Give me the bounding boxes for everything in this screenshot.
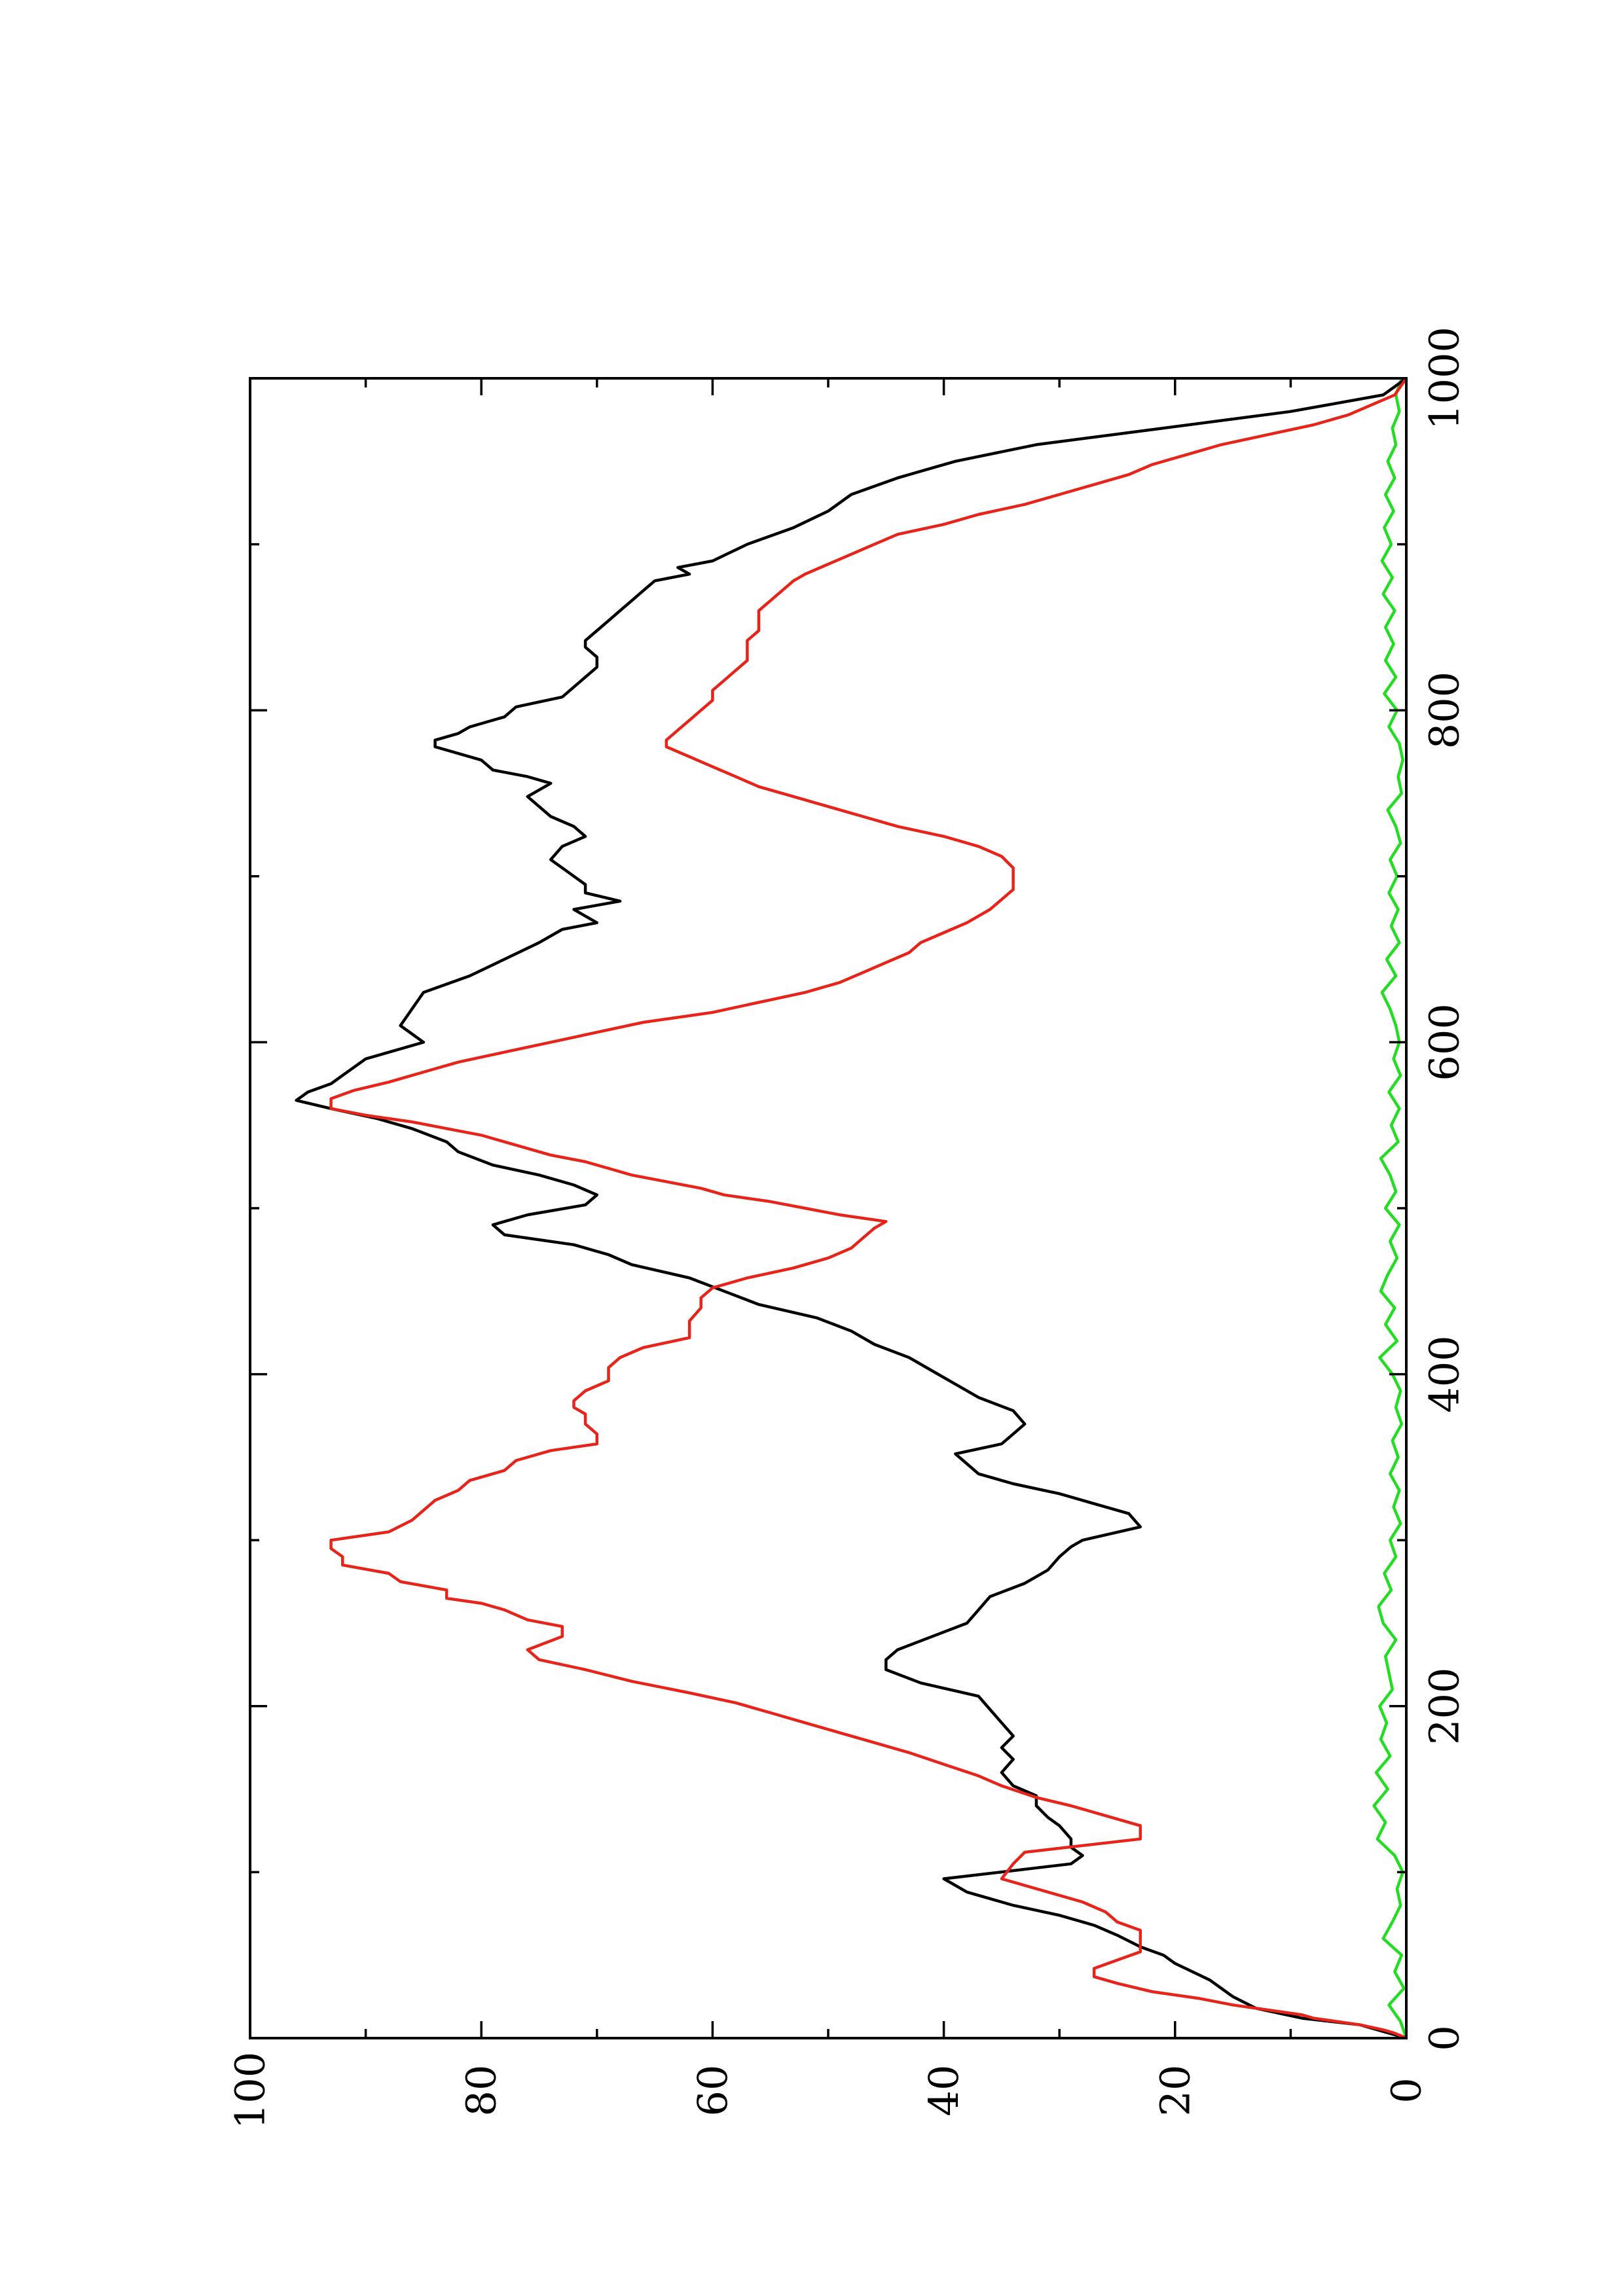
plot-frame	[249, 377, 1408, 2039]
x-tick-label: 1000	[1421, 327, 1468, 430]
series-line-2	[329, 377, 1408, 2040]
plot-series	[295, 377, 1408, 2040]
y-tick-label: 80	[458, 2065, 505, 2117]
series-line-1	[295, 377, 1408, 2040]
x-tick-label: 800	[1421, 672, 1468, 749]
x-tick-label: 400	[1421, 1335, 1468, 1412]
x-tick-label: 200	[1421, 1668, 1468, 1745]
x-tick-label: 0	[1421, 2025, 1468, 2051]
y-tick-label: 100	[227, 2052, 274, 2129]
x-tick-label: 600	[1421, 1003, 1468, 1081]
chart-axes	[249, 377, 1408, 2039]
y-tick-label: 60	[689, 2065, 737, 2117]
y-tick-label: 0	[1383, 2077, 1431, 2103]
y-tick-label: 20	[1151, 2065, 1199, 2117]
series-line-3	[1372, 378, 1408, 2039]
tick-labels: 0 200 400 600 800 1000 0 20 40 60 80 100	[227, 327, 1468, 2129]
y-tick-label: 40	[920, 2065, 968, 2117]
